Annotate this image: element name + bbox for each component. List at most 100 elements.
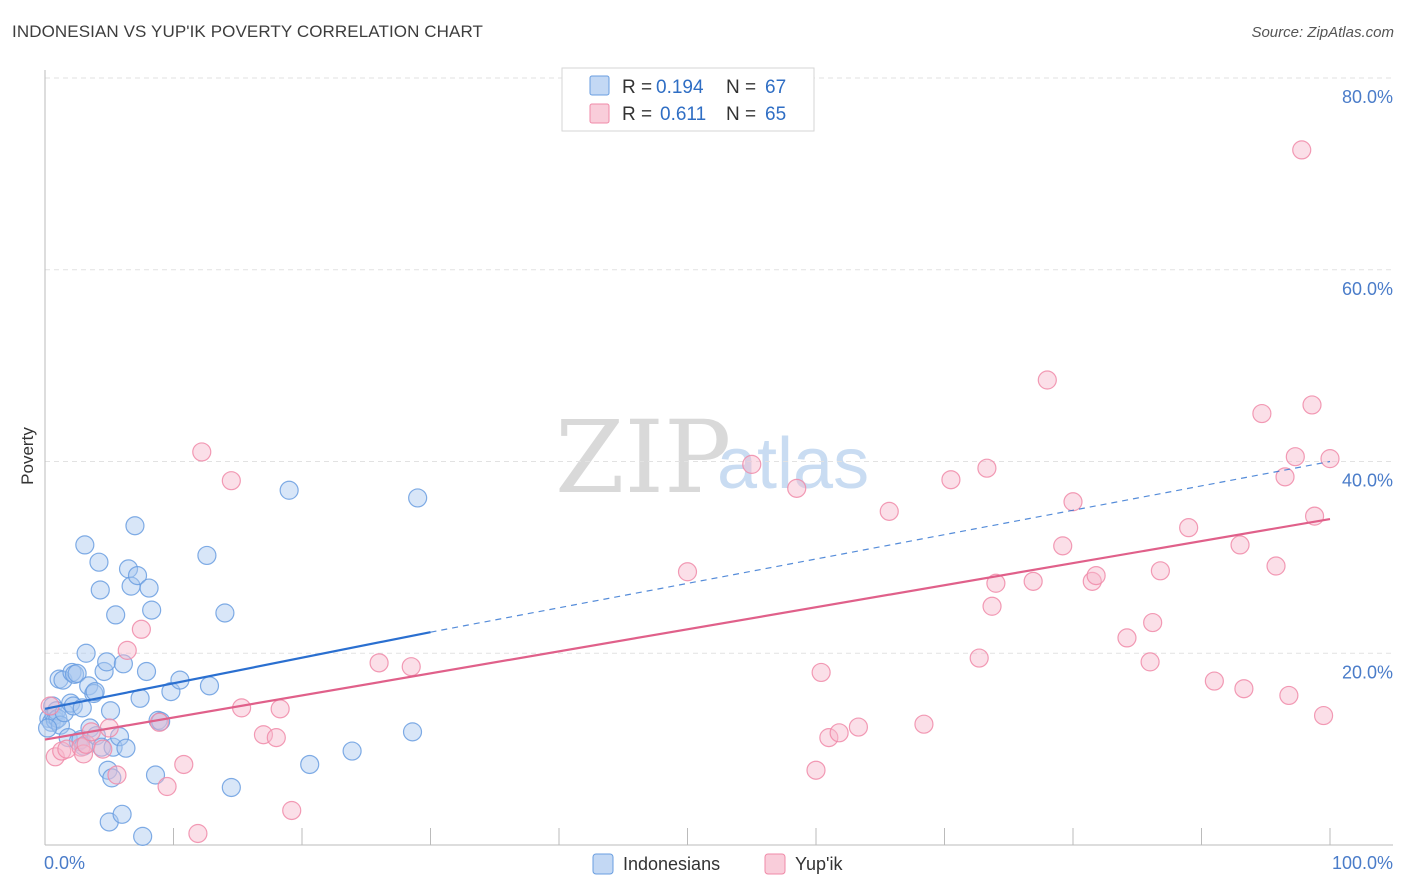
- data-point: [174, 754, 194, 775]
- data-point: [829, 723, 849, 743]
- data-point: [787, 478, 807, 498]
- gridlines: [45, 77, 1393, 654]
- series-indonesians-points: [37, 480, 428, 846]
- data-point: [1204, 671, 1224, 691]
- data-point: [1275, 467, 1295, 487]
- legend-r-label-yupik: R =: [622, 104, 652, 125]
- data-point: [369, 653, 389, 673]
- data-point: [139, 578, 159, 598]
- data-point: [1313, 705, 1334, 726]
- data-point: [215, 603, 235, 623]
- data-point: [37, 718, 58, 738]
- data-point: [969, 648, 989, 668]
- x-axis-ticks: [173, 828, 1331, 845]
- legend-swatch-indonesians: [589, 75, 610, 96]
- data-point: [742, 454, 762, 474]
- data-point: [117, 640, 137, 660]
- series-legend-swatch-yupik: [764, 853, 786, 875]
- data-point: [848, 717, 869, 737]
- data-point: [1266, 556, 1286, 576]
- legend-n-label-yupik: N =: [726, 104, 756, 125]
- series-legend-swatch-indonesians: [592, 853, 614, 875]
- data-point: [1037, 370, 1057, 390]
- data-point: [1086, 565, 1106, 586]
- series-legend: Indonesians Yup'ik: [592, 853, 843, 875]
- data-point: [1063, 492, 1083, 512]
- legend-r-value-yupik: 0.611: [660, 104, 706, 125]
- data-point: [131, 619, 151, 639]
- data-point: [199, 676, 220, 696]
- data-point: [197, 545, 217, 566]
- data-point: [879, 501, 899, 521]
- legend-n-value-indonesians: 67: [765, 77, 786, 98]
- data-point: [1023, 571, 1043, 591]
- series-legend-label-indonesians: Indonesians: [623, 854, 720, 874]
- legend-r-label-indonesians: R =: [622, 77, 652, 98]
- data-point: [1143, 612, 1163, 633]
- data-point: [401, 657, 421, 677]
- data-point: [127, 565, 148, 586]
- data-point: [1230, 535, 1250, 555]
- data-point: [112, 804, 132, 824]
- data-point: [1140, 652, 1160, 672]
- data-point: [1252, 403, 1272, 424]
- data-point: [300, 754, 320, 775]
- data-point: [1150, 561, 1170, 581]
- legend-swatch-yupik: [589, 103, 610, 124]
- data-point: [1234, 679, 1254, 699]
- data-point: [819, 728, 839, 748]
- x-tick-label-max: 100.0%: [1332, 853, 1393, 873]
- data-point: [107, 765, 127, 785]
- data-point: [145, 765, 166, 785]
- data-point: [85, 681, 105, 702]
- legend-n-label-indonesians: N =: [726, 77, 756, 98]
- data-point: [116, 738, 136, 758]
- data-point: [1117, 628, 1137, 648]
- x-tick-label-min: 0.0%: [44, 853, 85, 873]
- stats-legend: R = 0.194 N = 67 R = 0.611 N = 65: [561, 67, 815, 132]
- data-point: [342, 741, 362, 761]
- data-point: [136, 661, 157, 682]
- chart-source: Source: ZipAtlas.com: [1251, 24, 1394, 41]
- data-point: [806, 760, 826, 780]
- data-point: [125, 516, 145, 536]
- trend-line-yupik: [44, 517, 1331, 741]
- data-point: [149, 712, 169, 732]
- y-tick-label-1: 40.0%: [1342, 471, 1393, 491]
- series-yupik-points: [40, 140, 1340, 844]
- data-point: [100, 701, 121, 721]
- data-point: [408, 488, 428, 508]
- legend-n-value-yupik: 65: [765, 104, 786, 125]
- data-point: [76, 643, 96, 663]
- data-point: [221, 471, 241, 491]
- data-point: [90, 580, 110, 600]
- data-point: [811, 662, 831, 683]
- trend-line-indonesians: [44, 631, 431, 710]
- data-point: [1053, 536, 1073, 556]
- y-tick-label-2: 60.0%: [1342, 279, 1393, 299]
- data-point: [97, 652, 117, 672]
- data-point: [102, 768, 122, 788]
- data-point: [282, 800, 302, 821]
- y-tick-label-3: 80.0%: [1342, 87, 1393, 107]
- data-point: [142, 600, 162, 620]
- y-tick-labels: 20.0% 40.0% 60.0% 80.0%: [1342, 87, 1393, 682]
- trend-line-indonesians-extension: [430, 460, 1331, 633]
- data-point: [402, 722, 423, 742]
- data-point: [1279, 685, 1299, 706]
- data-point: [977, 458, 997, 478]
- data-point: [677, 562, 698, 582]
- data-point: [192, 442, 212, 462]
- chart-title: INDONESIAN VS YUP'IK POVERTY CORRELATION…: [12, 22, 484, 41]
- trend-layer: [44, 460, 1331, 741]
- data-point: [188, 823, 208, 844]
- watermark: ZIP atlas: [555, 399, 869, 516]
- series-legend-label-yupik: Yup'ik: [795, 854, 843, 874]
- data-point: [157, 776, 177, 797]
- data-point: [89, 552, 109, 572]
- data-point: [986, 573, 1006, 593]
- data-point: [221, 777, 241, 798]
- data-point: [1179, 518, 1199, 538]
- data-point: [75, 535, 95, 555]
